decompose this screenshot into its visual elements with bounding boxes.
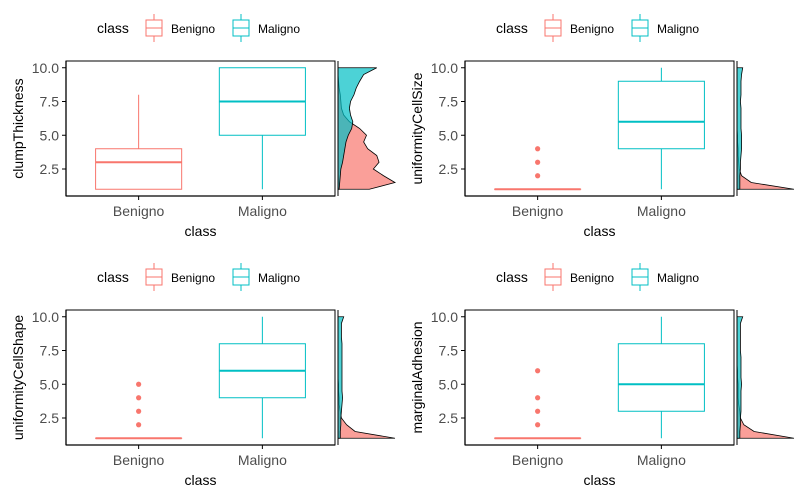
outlier-point xyxy=(136,408,142,414)
legend-key-maligno: Maligno xyxy=(232,263,300,291)
legend-key-maligno: Maligno xyxy=(232,14,300,42)
outlier-point xyxy=(136,422,142,428)
marginal-density xyxy=(736,61,795,196)
density-maligno xyxy=(736,67,744,190)
legend-label: Benigno xyxy=(171,271,215,285)
legend-title: class xyxy=(496,20,528,36)
x-axis-title: class xyxy=(584,223,616,239)
boxplot-benigno xyxy=(494,368,582,440)
y-tick-label: 10.0 xyxy=(32,309,59,325)
panel-2: class Benigno Maligno 2.5 5.0 7.5 10.0 Benigno M… xyxy=(409,14,795,239)
outlier-point xyxy=(535,368,541,374)
legend-label: Benigno xyxy=(171,22,215,36)
legend-title: class xyxy=(97,269,129,285)
density-maligno xyxy=(736,316,744,439)
x-axis-title: class xyxy=(185,223,217,239)
legend-key-benigno: Benigno xyxy=(145,14,215,42)
x-tick-label: Maligno xyxy=(238,203,287,219)
y-tick-label: 7.5 xyxy=(439,94,459,110)
outlier-point xyxy=(535,146,541,152)
y-tick-label: 2.5 xyxy=(40,161,60,177)
outlier-point xyxy=(136,381,142,387)
box xyxy=(617,343,705,412)
y-tick-label: 2.5 xyxy=(40,410,60,426)
boxplot-maligno xyxy=(218,67,306,190)
panel-3: class Benigno Maligno 2.5 5.0 7.5 10.0 Benigno M… xyxy=(10,263,396,488)
y-axis-title: uniformityCellShape xyxy=(10,315,26,440)
x-tick-label: Benigno xyxy=(113,452,165,468)
density-maligno xyxy=(337,67,377,190)
legend-title: class xyxy=(97,20,129,36)
y-tick-label: 10.0 xyxy=(32,60,59,76)
boxplot-maligno xyxy=(218,316,306,439)
legend: class Benigno Maligno xyxy=(496,14,699,42)
x-tick-label: Benigno xyxy=(512,452,564,468)
legend-label: Benigno xyxy=(570,271,614,285)
y-tick-label: 7.5 xyxy=(40,343,60,359)
boxplot-maligno xyxy=(617,67,705,190)
legend-key-benigno: Benigno xyxy=(544,14,614,42)
legend: class Benigno Maligno xyxy=(97,14,300,42)
outlier-point xyxy=(535,408,541,414)
boxplot-benigno xyxy=(494,146,582,191)
x-tick-label: Benigno xyxy=(512,203,564,219)
boxplot-benigno xyxy=(95,381,183,440)
legend-key-maligno: Maligno xyxy=(631,14,699,42)
x-tick-label: Maligno xyxy=(637,452,686,468)
legend: class Benigno Maligno xyxy=(496,263,699,291)
y-tick-label: 5.0 xyxy=(40,376,60,392)
y-tick-label: 2.5 xyxy=(439,161,459,177)
box xyxy=(95,148,183,190)
box xyxy=(617,80,705,150)
y-axis-title: marginalAdhesion xyxy=(409,321,425,433)
legend-label: Benigno xyxy=(570,22,614,36)
legend-label: Maligno xyxy=(258,22,300,36)
marginal-density xyxy=(337,61,397,196)
y-tick-label: 5.0 xyxy=(439,127,459,143)
panel-4: class Benigno Maligno 2.5 5.0 7.5 10.0 Benigno M… xyxy=(409,263,795,488)
x-axis-title: class xyxy=(584,472,616,488)
x-axis-title: class xyxy=(185,472,217,488)
y-tick-label: 10.0 xyxy=(431,309,458,325)
legend-key-benigno: Benigno xyxy=(544,263,614,291)
density-maligno xyxy=(337,316,345,439)
y-tick-label: 10.0 xyxy=(431,60,458,76)
outlier-point xyxy=(535,159,541,165)
legend-title: class xyxy=(496,269,528,285)
outlier-point xyxy=(535,173,541,179)
legend-key-benigno: Benigno xyxy=(145,263,215,291)
x-tick-label: Maligno xyxy=(637,203,686,219)
density-benigno xyxy=(736,67,795,190)
legend-label: Maligno xyxy=(258,271,300,285)
y-tick-label: 2.5 xyxy=(439,410,459,426)
y-axis-title: clumpThickness xyxy=(10,78,26,178)
y-axis-title: uniformityCellSize xyxy=(409,72,425,184)
outlier-point xyxy=(136,395,142,401)
boxplot-benigno xyxy=(95,94,183,190)
density-benigno xyxy=(736,316,795,439)
panel-1: class Benigno Maligno 2.5 5.0 7.5 10.0 Benigno M… xyxy=(10,14,397,239)
y-tick-label: 7.5 xyxy=(439,343,459,359)
legend-key-maligno: Maligno xyxy=(631,263,699,291)
density-benigno xyxy=(337,316,396,439)
marginal-density xyxy=(337,310,396,445)
marginal-density xyxy=(736,310,795,445)
y-tick-label: 7.5 xyxy=(40,94,60,110)
y-tick-label: 5.0 xyxy=(40,127,60,143)
y-tick-label: 5.0 xyxy=(439,376,459,392)
legend: class Benigno Maligno xyxy=(97,263,300,291)
outlier-point xyxy=(535,395,541,401)
legend-label: Maligno xyxy=(657,22,699,36)
outlier-point xyxy=(535,422,541,428)
x-tick-label: Benigno xyxy=(113,203,165,219)
boxplot-maligno xyxy=(617,316,705,439)
x-tick-label: Maligno xyxy=(238,452,287,468)
legend-label: Maligno xyxy=(657,271,699,285)
